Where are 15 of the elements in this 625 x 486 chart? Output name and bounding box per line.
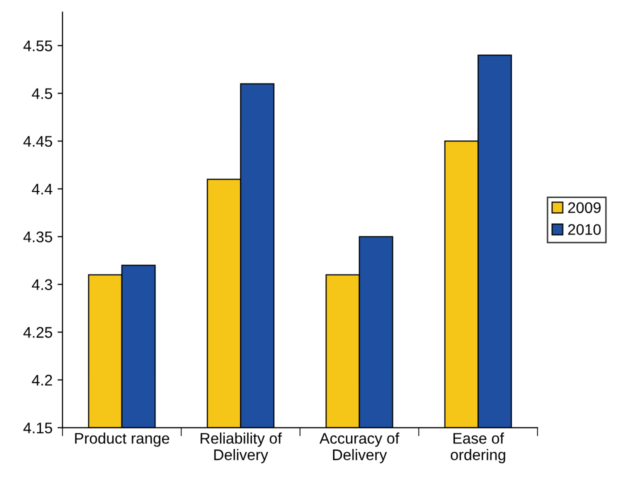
legend-label: 2009 xyxy=(568,202,601,214)
y-tick-label: 4.45 xyxy=(23,136,52,147)
y-tick-label: 4.15 xyxy=(23,422,52,434)
x-tick-label: Ease of ordering xyxy=(450,432,506,464)
x-tick-label: Accuracy of Delivery xyxy=(320,432,400,464)
legend-label: 2010 xyxy=(568,224,601,235)
y-tick-label: 4.3 xyxy=(32,279,52,290)
y-tick-label: 4.2 xyxy=(32,374,52,386)
y-tick-label: 4.55 xyxy=(23,40,52,52)
y-tick-label: 4.5 xyxy=(32,88,52,100)
y-tick-label: 4.35 xyxy=(23,232,52,242)
y-tick-label: 4.4 xyxy=(32,184,52,194)
x-tick-label: Product range xyxy=(75,432,170,447)
x-tick-label: Reliability of Delivery xyxy=(200,432,282,464)
y-tick-label: 4.25 xyxy=(23,327,52,338)
